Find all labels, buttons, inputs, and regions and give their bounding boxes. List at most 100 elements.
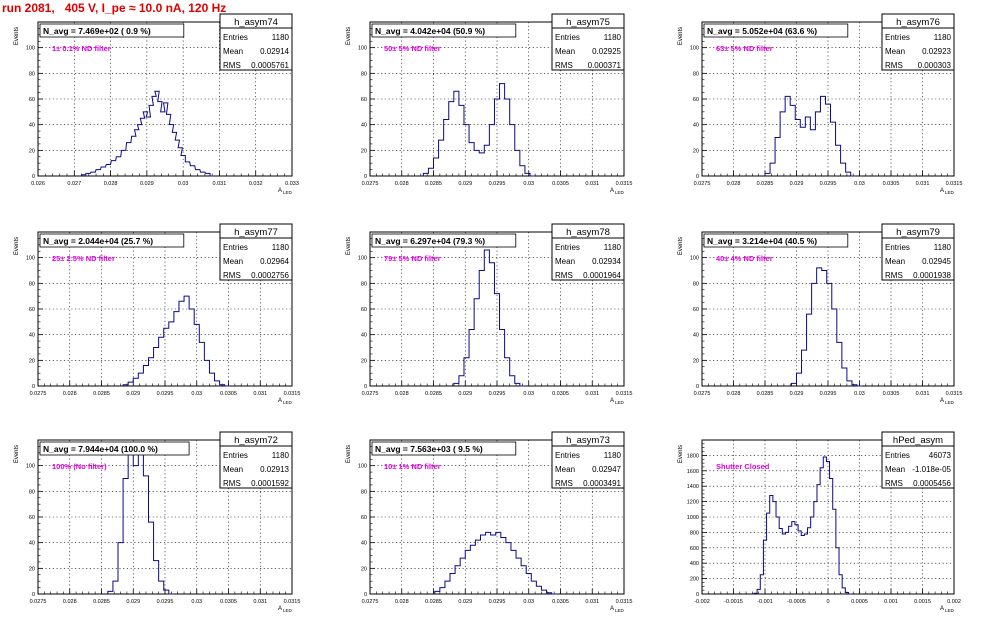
y-axis-title: Events (678, 27, 684, 45)
navg-label: N_avg = 5.052e+04 (63.6 %) (707, 26, 817, 36)
navg-label: N_avg = 7.563e+03 ( 9.5 %) (375, 444, 483, 454)
y-axis-title: Events (678, 445, 684, 463)
x-tick-label: 0.029 (140, 181, 154, 187)
y-tick-label: 60 (29, 307, 35, 313)
y-tick-label: 0 (364, 592, 367, 598)
stats-value: 0.0001938 (913, 271, 951, 280)
y-tick-label: 0 (32, 174, 35, 180)
stats-title: h_asym78 (566, 227, 610, 238)
stats-box (219, 13, 293, 71)
stats-value: -1.018e-05 (912, 465, 951, 474)
stats-label: RMS (555, 271, 573, 280)
x-tick-label: -0.001 (757, 599, 773, 605)
x-tick-label: 0.0005 (851, 599, 868, 605)
y-tick-label: 80 (29, 489, 35, 495)
filter-label: 50± 5% ND filter (384, 44, 441, 53)
x-tick-label: 0.0305 (220, 391, 237, 397)
stats-value: 0.000303 (918, 61, 952, 70)
stats-value: 0.000371 (588, 61, 622, 70)
y-tick-label: 60 (29, 515, 35, 521)
stats-value: 0.02947 (592, 465, 621, 474)
y-axis-title: Events (678, 237, 684, 255)
panel-h_asym78: 0.0275 0.028 0.0285 0.029 0.0295 0.03 0.0305 0.… (346, 223, 633, 405)
stats-label: Mean (885, 47, 905, 56)
x-tick-label: 0.029 (790, 391, 804, 397)
stats-title: h_asym76 (896, 17, 940, 28)
y-tick-label: 100 (358, 464, 367, 470)
y-tick-label: 100 (26, 46, 35, 52)
navg-box (39, 441, 190, 456)
x-tick-label: 0.0295 (820, 391, 837, 397)
x-tick-label: 0.028 (727, 391, 741, 397)
y-tick-label: 100 (690, 256, 699, 262)
x-tick-label: 0.0315 (946, 181, 963, 187)
x-axis-title: A (940, 398, 944, 404)
y-tick-label: 60 (693, 97, 699, 103)
x-tick-label: 0.0315 (616, 391, 633, 397)
y-tick-label: 20 (361, 566, 367, 572)
filter-label: 63± 5% ND filter (716, 44, 773, 53)
y-tick-label: 40 (29, 123, 35, 129)
x-tick-label: 0.029 (458, 599, 472, 605)
y-axis-title: Events (14, 445, 20, 463)
stats-value: 0.02964 (260, 257, 289, 266)
stats-label: RMS (223, 271, 241, 280)
y-tick-label: 80 (29, 71, 35, 77)
y-tick-label: 80 (361, 489, 367, 495)
stats-box (881, 13, 955, 71)
x-tick-label: 0.03 (523, 391, 534, 397)
stats-label: RMS (885, 479, 903, 488)
y-tick-label: 20 (29, 358, 35, 364)
stats-title: h_asym77 (234, 227, 278, 238)
stats-value: 0.02925 (592, 47, 621, 56)
navg-box (703, 23, 849, 38)
x-tick-label: 0.0285 (425, 181, 442, 187)
x-axis-subscript: LED (945, 190, 955, 195)
x-tick-label: 0.001 (884, 599, 898, 605)
panel-h_asym72: 0.0275 0.028 0.0285 0.029 0.0295 0.03 0.0305 0.… (14, 431, 300, 613)
stats-value: 1180 (272, 451, 290, 460)
x-tick-label: 0.028 (63, 391, 77, 397)
x-tick-label: 0.028 (395, 599, 409, 605)
x-tick-label: 0.002 (947, 599, 961, 605)
x-axis-subscript: LED (945, 400, 955, 405)
histogram-h_asym72 (107, 452, 174, 595)
stats-box (881, 431, 955, 489)
panel-h_asym73: 0.0275 0.028 0.0285 0.029 0.0295 0.03 0.0305 0.… (346, 431, 632, 613)
y-tick-label: 100 (690, 46, 699, 52)
y-tick-label: 60 (693, 307, 699, 313)
x-tick-label: 0.03 (523, 181, 534, 187)
stats-value: 46073 (929, 451, 952, 460)
stats-value: 1180 (272, 243, 290, 252)
stats-box (551, 431, 625, 489)
x-tick-label: 0.031 (585, 391, 599, 397)
navg-box (371, 233, 517, 248)
x-tick-label: 0.03 (191, 391, 202, 397)
navg-box (371, 23, 517, 38)
stats-label: Entries (885, 451, 910, 460)
x-tick-label: 0.0315 (616, 181, 633, 187)
y-tick-label: 600 (690, 546, 699, 552)
stats-label: Mean (885, 257, 905, 266)
stats-value: 0.0002756 (251, 271, 289, 280)
y-tick-label: 40 (693, 123, 699, 129)
stats-label: Mean (555, 257, 575, 266)
filter-label: Shutter Closed (716, 462, 770, 471)
stats-value: 0.02914 (260, 47, 289, 56)
x-tick-label: 0.0285 (757, 181, 774, 187)
stats-label: Mean (555, 47, 575, 56)
x-tick-label: 0.0305 (883, 391, 900, 397)
y-tick-label: 0 (32, 384, 35, 390)
navg-label: N_avg = 3.214e+04 (40.5 %) (707, 236, 817, 246)
x-tick-label: -0.002 (694, 599, 710, 605)
y-tick-label: 80 (693, 281, 699, 287)
histogram-h_asym77 (122, 295, 230, 387)
stats-label: Entries (223, 33, 248, 42)
x-axis-title: A (278, 398, 282, 404)
run-title: run 2081, 405 V, I_pe ≈ 10.0 nA, 120 Hz (2, 1, 227, 15)
x-axis-title: A (610, 606, 614, 612)
x-tick-label: 0.0305 (552, 181, 569, 187)
y-axis-title: Events (346, 237, 352, 255)
x-tick-label: 0.026 (31, 181, 45, 187)
x-tick-label: 0.03 (854, 181, 865, 187)
